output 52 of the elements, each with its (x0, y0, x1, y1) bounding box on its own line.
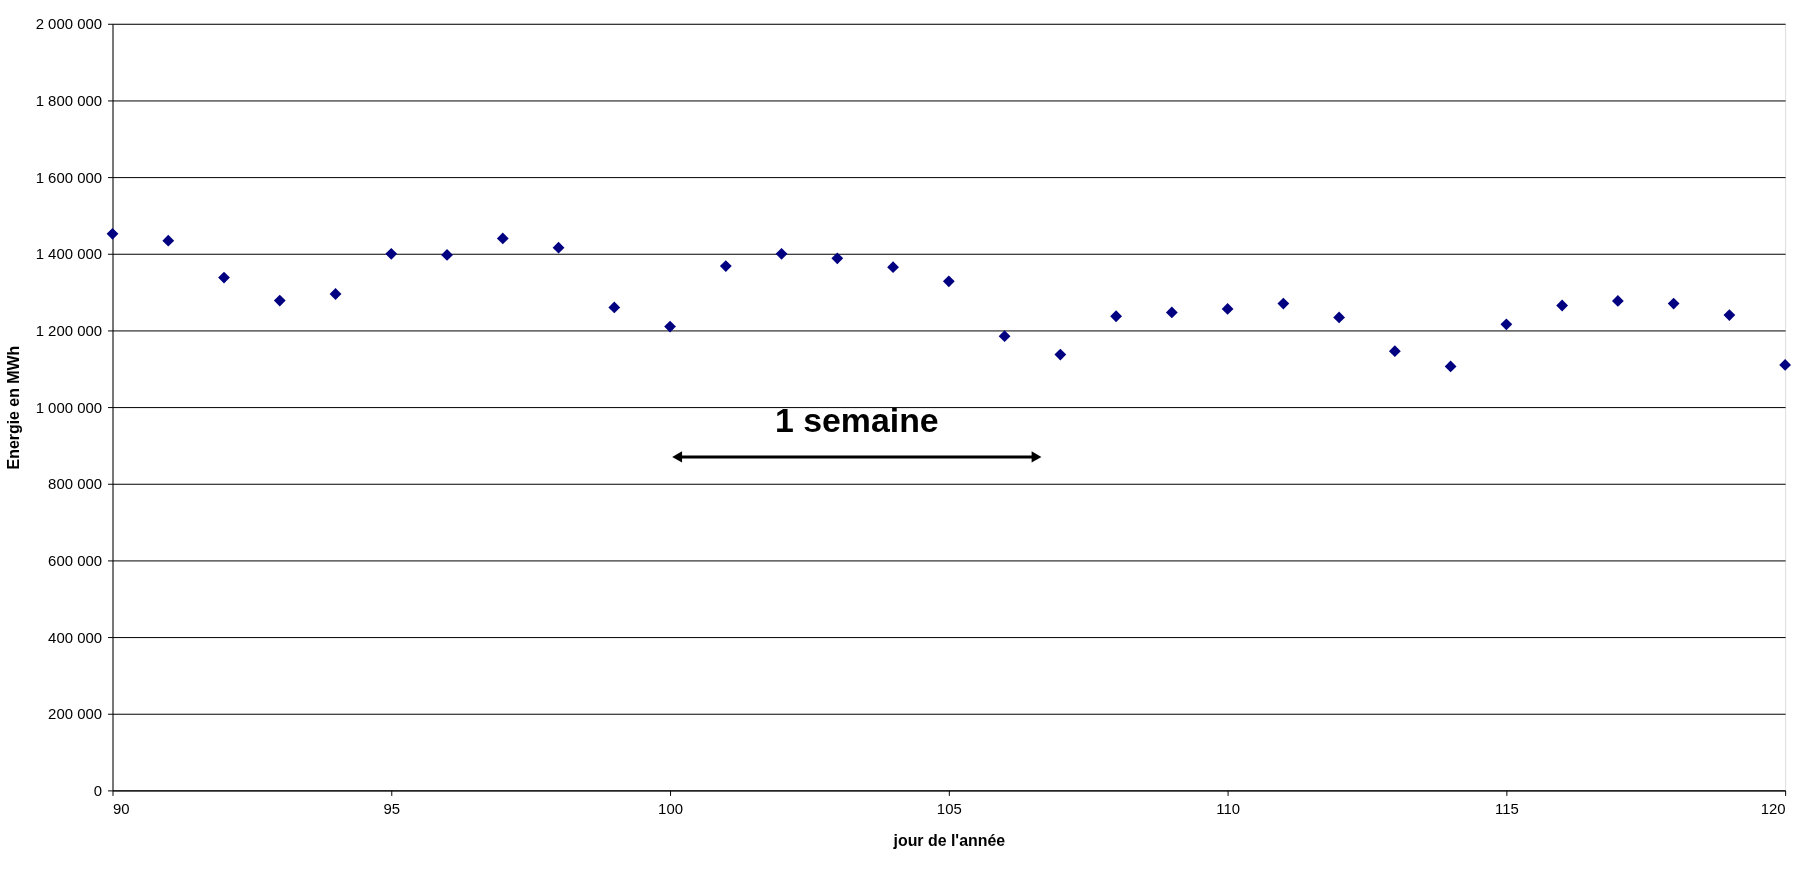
point (608, 301, 621, 314)
point (887, 261, 899, 274)
point (664, 320, 676, 333)
x-axis-title: jour de l'année (892, 831, 1006, 849)
y-tick-label: 1 800 000 (35, 91, 103, 109)
point (1779, 359, 1792, 371)
point (106, 227, 119, 240)
point (218, 271, 230, 284)
x-tick-label: 105 (936, 799, 962, 817)
y-tick-label: 200 000 (48, 705, 103, 723)
annotation: 1 semaine (774, 401, 939, 440)
point (1723, 309, 1736, 321)
x-tick-label: 110 (1216, 799, 1240, 817)
point (719, 260, 732, 272)
point (496, 232, 509, 245)
point (942, 275, 955, 288)
point (998, 330, 1011, 343)
point (1054, 348, 1067, 361)
point (1333, 311, 1345, 324)
point (1388, 345, 1401, 358)
y-axis-title: Energie en MWh (4, 345, 22, 470)
y-tick-label: 1 200 000 (35, 321, 103, 339)
y-tick-label: 1 600 000 (35, 168, 103, 186)
point (1444, 360, 1457, 373)
y-tick-label: 1 000 000 (35, 398, 103, 416)
point (273, 294, 286, 307)
point (831, 252, 844, 265)
x-tick-label: 115 (1494, 799, 1519, 817)
x-tick-label: 90 (113, 799, 130, 817)
y-tick-label: 600 000 (48, 551, 103, 569)
point (552, 241, 565, 254)
point (1221, 303, 1234, 315)
x-tick-label: 120 (1760, 799, 1786, 817)
x-tick-label: 95 (383, 799, 401, 817)
y-tick-label: 0 (93, 781, 103, 799)
point (441, 249, 453, 261)
point (775, 247, 788, 260)
point (162, 234, 175, 247)
point (329, 288, 342, 300)
point (1611, 295, 1624, 307)
point (1500, 318, 1513, 331)
point (1667, 297, 1680, 310)
point (1110, 310, 1122, 323)
y-tick-label: 400 000 (48, 628, 103, 646)
x-tick-label: 100 (658, 799, 683, 817)
y-tick-label: 2 000 000 (35, 15, 103, 33)
point (1556, 299, 1569, 312)
point (1165, 306, 1178, 319)
point (1277, 297, 1290, 310)
y-tick-label: 800 000 (48, 475, 103, 493)
point (385, 247, 398, 260)
y-tick-label: 1 400 000 (35, 245, 103, 263)
